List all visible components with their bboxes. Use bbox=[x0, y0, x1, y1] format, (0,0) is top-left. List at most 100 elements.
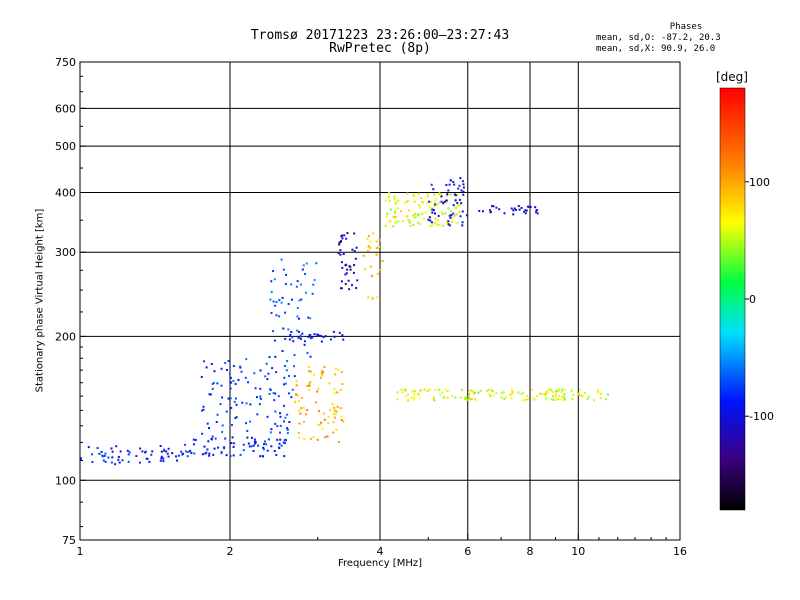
data-point bbox=[216, 382, 219, 385]
data-point bbox=[478, 210, 481, 213]
data-point bbox=[433, 204, 436, 207]
data-point bbox=[544, 392, 547, 395]
data-point bbox=[336, 391, 339, 394]
data-point bbox=[286, 413, 289, 416]
data-point bbox=[309, 370, 312, 373]
data-point bbox=[127, 460, 130, 463]
data-point bbox=[445, 199, 448, 202]
data-point bbox=[459, 396, 462, 399]
data-point bbox=[428, 224, 431, 227]
data-point bbox=[289, 333, 292, 336]
data-point bbox=[273, 339, 276, 342]
data-point bbox=[296, 329, 299, 332]
data-point bbox=[436, 223, 439, 226]
data-point bbox=[276, 438, 279, 441]
data-point bbox=[375, 247, 378, 250]
data-point bbox=[447, 207, 450, 210]
y-tick-label: 75 bbox=[62, 534, 76, 547]
data-point bbox=[555, 390, 558, 393]
data-point bbox=[534, 206, 537, 209]
data-point bbox=[464, 397, 467, 400]
data-point bbox=[250, 445, 253, 448]
data-point bbox=[274, 304, 277, 307]
data-point bbox=[321, 374, 324, 377]
data-point bbox=[558, 394, 561, 397]
data-point bbox=[367, 249, 370, 252]
data-point bbox=[160, 450, 163, 453]
data-point bbox=[384, 199, 387, 202]
data-point bbox=[206, 448, 209, 451]
data-point bbox=[293, 354, 296, 357]
data-point bbox=[225, 410, 228, 413]
data-point bbox=[352, 271, 355, 274]
data-point bbox=[397, 220, 400, 223]
data-point bbox=[141, 450, 144, 453]
data-point bbox=[269, 387, 272, 390]
data-point bbox=[252, 444, 255, 447]
x-axis-label: Frequency [MHz] bbox=[337, 558, 423, 569]
data-point bbox=[286, 427, 289, 430]
data-point bbox=[349, 265, 352, 268]
data-point bbox=[333, 388, 336, 391]
data-point bbox=[215, 421, 218, 424]
data-point bbox=[432, 188, 435, 191]
data-point bbox=[296, 315, 299, 318]
data-point bbox=[275, 314, 278, 317]
data-point bbox=[395, 221, 398, 224]
data-point bbox=[396, 398, 399, 401]
data-point bbox=[239, 365, 242, 368]
data-point bbox=[117, 458, 120, 461]
data-point bbox=[278, 442, 281, 445]
data-point bbox=[291, 298, 294, 301]
data-point bbox=[481, 210, 484, 213]
data-point bbox=[498, 208, 501, 211]
data-point bbox=[334, 392, 337, 395]
data-point bbox=[339, 249, 342, 252]
data-point bbox=[527, 205, 530, 208]
data-point bbox=[281, 296, 284, 299]
data-point bbox=[474, 391, 477, 394]
data-point bbox=[356, 279, 359, 282]
data-point bbox=[298, 409, 301, 412]
data-point bbox=[473, 398, 476, 401]
data-point bbox=[500, 396, 503, 399]
data-point bbox=[206, 422, 209, 425]
data-point bbox=[440, 195, 443, 198]
data-point bbox=[127, 453, 130, 456]
data-point bbox=[347, 279, 350, 282]
data-point bbox=[163, 449, 166, 452]
data-point bbox=[285, 273, 288, 276]
data-point bbox=[416, 221, 419, 224]
data-point bbox=[366, 237, 369, 240]
data-point bbox=[393, 197, 396, 200]
data-point bbox=[287, 392, 290, 395]
data-point bbox=[265, 362, 268, 365]
data-point bbox=[405, 200, 408, 203]
data-point bbox=[560, 390, 563, 393]
data-point bbox=[434, 217, 437, 220]
data-point bbox=[295, 285, 298, 288]
data-point bbox=[369, 240, 372, 243]
data-point bbox=[392, 225, 395, 228]
data-point bbox=[367, 235, 370, 238]
data-point bbox=[390, 208, 393, 211]
data-point bbox=[393, 195, 396, 198]
data-point bbox=[586, 398, 589, 401]
data-point bbox=[394, 210, 397, 213]
data-point bbox=[159, 445, 162, 448]
data-point bbox=[340, 280, 343, 283]
data-point bbox=[228, 372, 231, 375]
data-point bbox=[200, 375, 203, 378]
data-point bbox=[340, 418, 343, 421]
data-point bbox=[503, 212, 506, 215]
data-point bbox=[241, 401, 244, 404]
data-point bbox=[259, 397, 262, 400]
data-point bbox=[270, 280, 273, 283]
data-point bbox=[432, 396, 435, 399]
data-point bbox=[340, 407, 343, 410]
data-point bbox=[452, 180, 455, 183]
data-point bbox=[597, 391, 600, 394]
data-point bbox=[465, 214, 468, 217]
data-point bbox=[334, 413, 337, 416]
data-point bbox=[277, 395, 280, 398]
